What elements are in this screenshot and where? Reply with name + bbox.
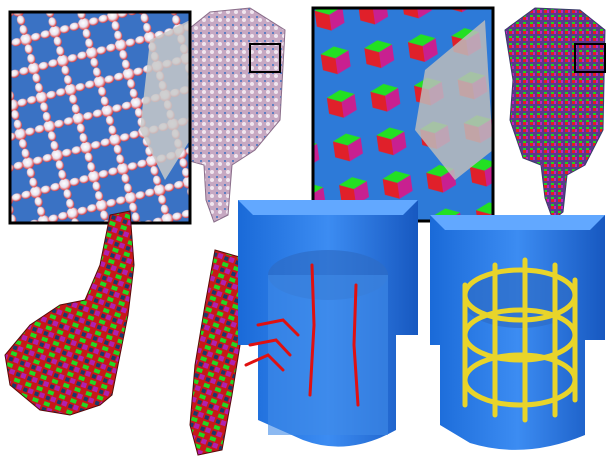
model-zoom-box	[574, 43, 606, 73]
zoom-inset-frame	[8, 10, 192, 225]
hex-mesh-tubes-figure	[430, 215, 605, 450]
frame-field-tower-panel	[0, 205, 260, 458]
small-model-silhouette	[504, 7, 606, 221]
hex-mesh-tubes-panel	[425, 205, 609, 458]
hex-mesh-streamlines-figure	[238, 200, 418, 447]
model-zoom-box	[249, 43, 281, 73]
yellow-tube-network	[462, 257, 578, 423]
cube-glyph-field-panel	[305, 0, 609, 230]
cube-glyph-field-figure	[311, 6, 606, 223]
cross-glyph-field-figure	[8, 7, 286, 225]
frame-field-tower-figure	[4, 210, 251, 456]
tower-view-left	[4, 210, 135, 416]
cross-glyph-field-panel	[0, 0, 290, 230]
singular-curves	[244, 263, 360, 407]
hex-mesh-streamlines-panel	[228, 195, 428, 458]
